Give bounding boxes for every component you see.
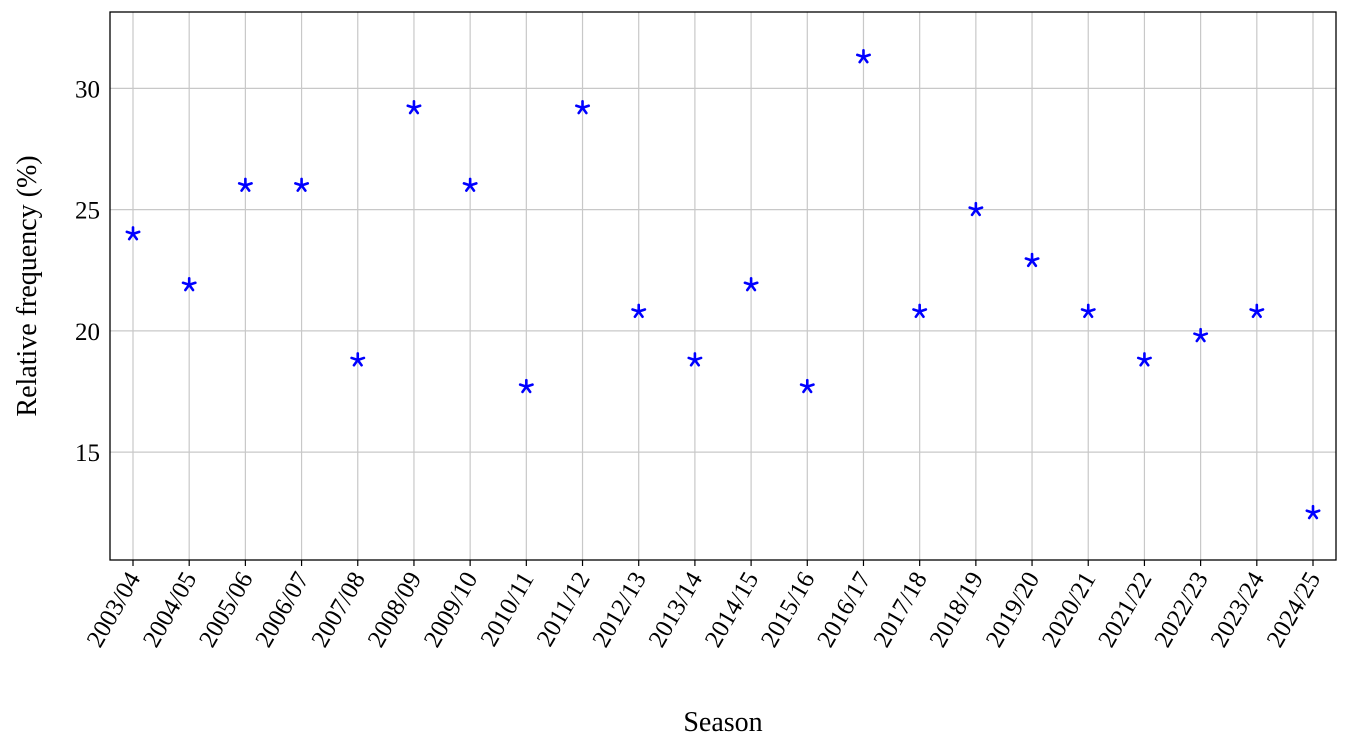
x-tick-label: 2007/08 <box>307 568 371 652</box>
x-tick-label: 2012/13 <box>588 568 652 652</box>
x-tick-label: 2004/05 <box>138 568 202 652</box>
data-point <box>237 177 253 192</box>
x-tick-label: 2022/23 <box>1149 568 1213 652</box>
y-axis-label: Relative frequency (%) <box>12 155 43 416</box>
data-point <box>294 177 310 192</box>
y-tick-label: 20 <box>75 319 100 346</box>
data-point <box>125 226 141 241</box>
x-tick-label: 2019/20 <box>981 568 1045 652</box>
plot-frame <box>109 11 1337 561</box>
data-point <box>462 177 478 192</box>
y-tick-labels: 15 20 25 30 <box>75 76 100 467</box>
data-point <box>406 99 422 115</box>
x-tick-labels: 2003/042004/052005/062006/072007/082008/… <box>82 567 1326 652</box>
x-tick-label: 2014/15 <box>700 568 764 652</box>
data-point <box>1024 252 1040 268</box>
x-axis-label: Season <box>683 707 762 735</box>
x-tick-label: 2003/04 <box>82 567 147 652</box>
data-point <box>1136 352 1152 367</box>
x-tick-label: 2006/07 <box>250 568 314 652</box>
x-tick-label: 2013/14 <box>644 567 709 652</box>
x-tick-label: 2020/21 <box>1037 568 1101 652</box>
data-point <box>575 99 591 115</box>
x-tick-label: 2009/10 <box>419 568 483 652</box>
data-point <box>518 378 534 394</box>
data-point <box>631 303 647 319</box>
x-tick-label: 2024/25 <box>1262 568 1326 652</box>
data-point <box>350 352 366 367</box>
x-tick-label: 2017/18 <box>869 568 933 652</box>
x-tick-label: 2011/12 <box>532 568 596 652</box>
data-point <box>181 276 197 292</box>
x-tick-label: 2010/11 <box>476 568 540 652</box>
data-point <box>687 352 703 367</box>
y-tick-label: 30 <box>75 76 100 103</box>
x-tick-label: 2016/17 <box>812 568 876 652</box>
x-tick-label: 2015/16 <box>756 568 820 652</box>
data-point <box>855 49 871 64</box>
y-tick-label: 25 <box>75 198 100 225</box>
y-tick-label: 15 <box>75 440 100 467</box>
data-point <box>743 276 759 292</box>
data-point <box>1249 303 1265 319</box>
data-point <box>912 303 928 319</box>
grid <box>110 12 1336 566</box>
x-tick-label: 2005/06 <box>194 568 258 652</box>
x-tick-label: 2021/22 <box>1093 568 1157 652</box>
data-point <box>1080 303 1096 319</box>
data-point <box>968 201 984 217</box>
data-point <box>799 378 815 394</box>
data-point <box>1305 504 1321 520</box>
x-tick-label: 2023/24 <box>1206 567 1271 652</box>
x-tick-label: 2018/19 <box>925 568 989 652</box>
x-tick-label: 2008/09 <box>363 568 427 652</box>
data-points <box>125 49 1321 520</box>
data-point <box>1193 327 1209 343</box>
